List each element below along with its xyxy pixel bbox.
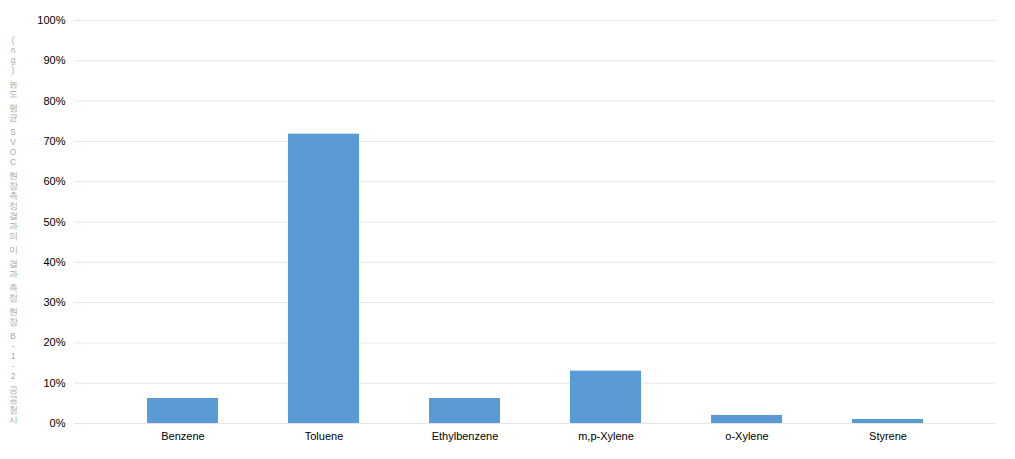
- html-text:결: 결: [8, 210, 18, 221]
- html-text:청: 청: [8, 404, 18, 415]
- html-text:도: 도: [8, 88, 18, 99]
- html-text:2: 2: [10, 370, 16, 381]
- svg-text:30%: 30%: [43, 296, 65, 308]
- html-text:정: 정: [8, 292, 18, 303]
- html-text:g: g: [10, 54, 16, 65]
- html-text:평: 평: [8, 102, 18, 113]
- html-text:n: n: [10, 44, 16, 55]
- svg-text:50%: 50%: [43, 216, 65, 228]
- html-text:1: 1: [10, 350, 16, 361]
- svg-text:Toluene: Toluene: [305, 430, 344, 442]
- html-text:측: 측: [8, 190, 18, 201]
- svg-text:0%: 0%: [50, 417, 66, 429]
- html-text:의: 의: [8, 230, 18, 241]
- svg-text:100%: 100%: [37, 14, 65, 26]
- html-text:V: V: [10, 136, 16, 147]
- html-text:현: 현: [8, 306, 18, 317]
- html-text:O: O: [9, 146, 17, 157]
- svg-text:70%: 70%: [43, 135, 65, 147]
- html-text:C: C: [9, 156, 17, 167]
- svg-text:10%: 10%: [43, 377, 65, 389]
- svg-text:80%: 80%: [43, 95, 65, 107]
- html-text:균: 균: [8, 112, 18, 123]
- html-text:과: 과: [8, 268, 18, 279]
- svg-text:20%: 20%: [43, 336, 65, 348]
- html-text:장: 장: [8, 180, 18, 191]
- html-text:사: 사: [8, 414, 18, 425]
- svg-text:Ethylbenzene: Ethylbenzene: [432, 430, 499, 442]
- html-text:이: 이: [8, 244, 18, 255]
- html-text:결: 결: [8, 258, 18, 269]
- html-text:공: 공: [8, 394, 18, 405]
- svg-text:Benzene: Benzene: [161, 430, 204, 442]
- svg-text:m,p-Xylene: m,p-Xylene: [578, 430, 634, 442]
- svg-text:60%: 60%: [43, 175, 65, 187]
- svg-text:90%: 90%: [43, 54, 65, 66]
- html-text:농: 농: [8, 78, 18, 89]
- svg-text:o-Xylene: o-Xylene: [725, 430, 768, 442]
- html-text:현: 현: [8, 170, 18, 181]
- html-text:정: 정: [8, 200, 18, 211]
- svg-text:40%: 40%: [43, 256, 65, 268]
- html-text:측: 측: [8, 282, 18, 293]
- html-text:공: 공: [8, 384, 18, 395]
- html-text:과: 과: [8, 220, 18, 231]
- html-text:B: B: [10, 330, 16, 341]
- html-text:5: 5: [10, 126, 16, 137]
- html-text:장: 장: [8, 316, 18, 327]
- svg-text:Styrene: Styrene: [869, 430, 907, 442]
